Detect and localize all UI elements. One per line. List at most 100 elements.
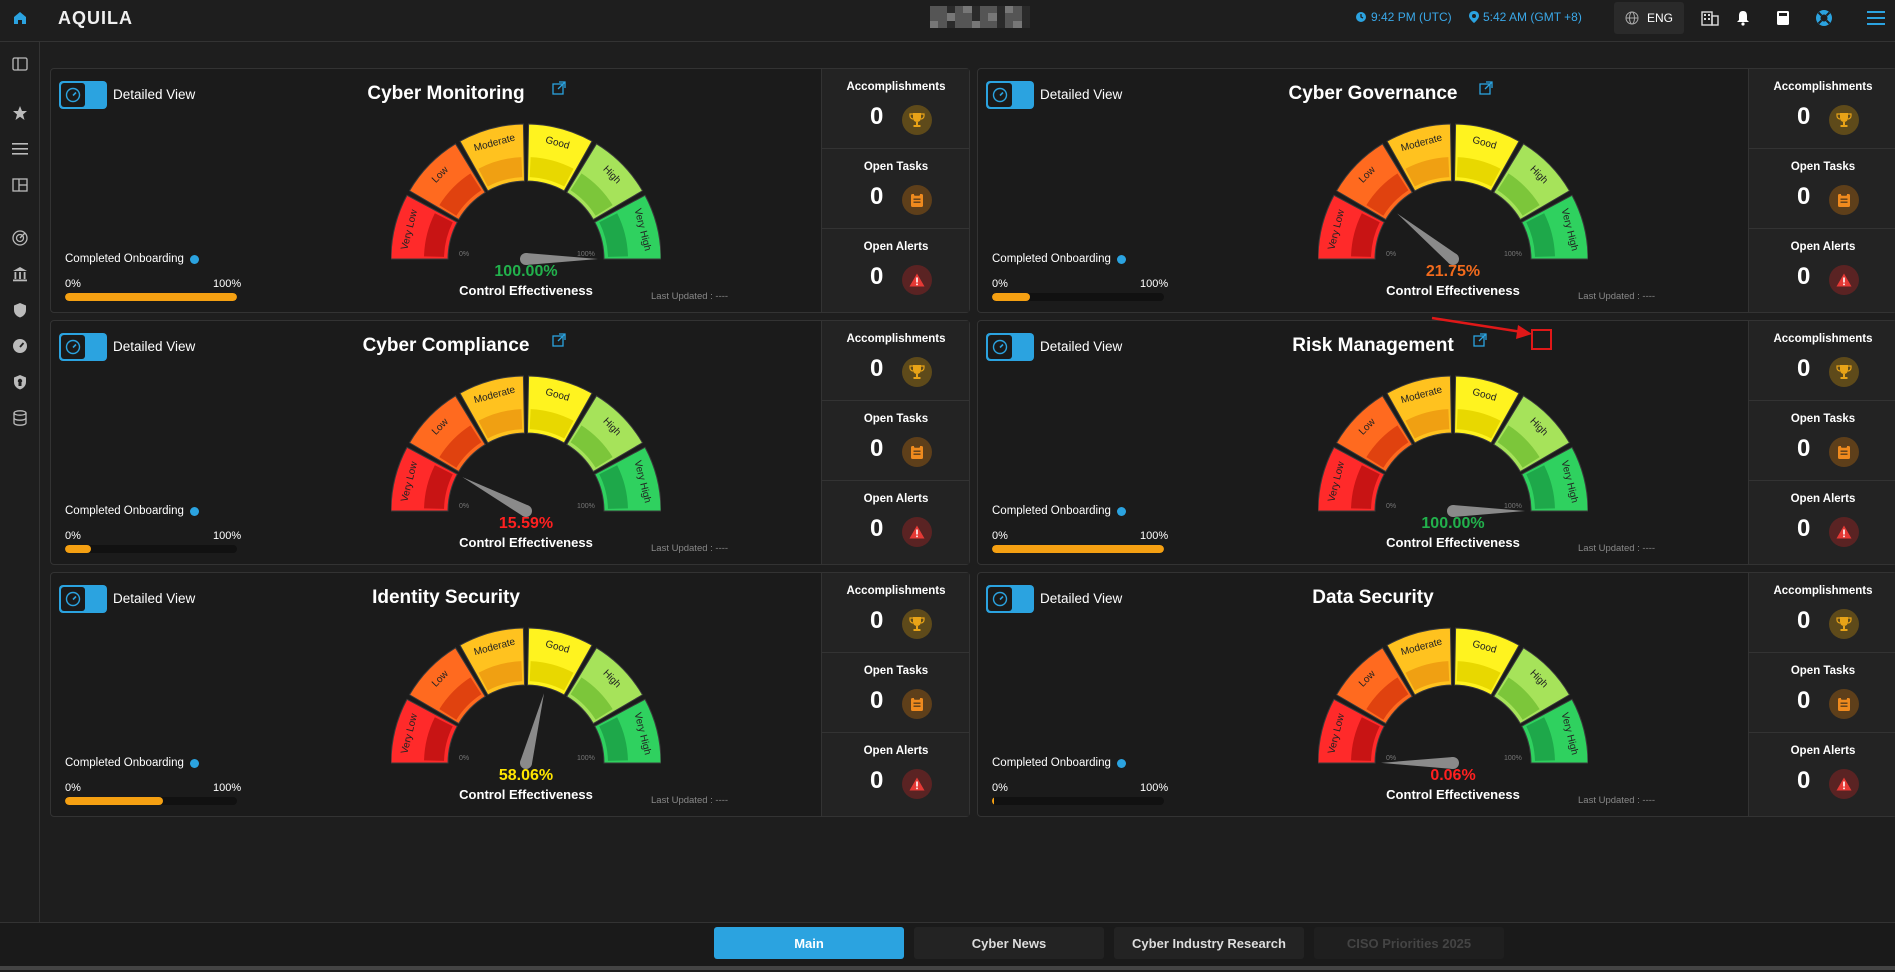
info-icon[interactable]: [189, 506, 199, 516]
detailed-view-toggle[interactable]: [59, 585, 107, 613]
onboarding-max: 100%: [1140, 782, 1169, 794]
gauge-segment-band: [570, 425, 613, 468]
onboarding-max: 100%: [213, 782, 242, 794]
accomplishments-count: 0: [870, 607, 884, 634]
accomplishments-stat[interactable]: Accomplishments 0: [822, 69, 970, 149]
tab-main[interactable]: Main: [714, 927, 904, 959]
tab-cyber-news[interactable]: Cyber News: [914, 927, 1104, 959]
last-updated: Last Updated : ----: [1578, 795, 1656, 806]
open-tasks-count: 0: [1797, 687, 1811, 714]
open-alerts-stat[interactable]: Open Alerts 0: [822, 229, 970, 309]
onboarding-label-text: Completed Onboarding: [992, 505, 1111, 517]
speedometer-icon: [988, 335, 1012, 359]
docs-button[interactable]: [1773, 8, 1793, 28]
external-link-icon[interactable]: [1473, 333, 1487, 347]
accomplishments-stat[interactable]: Accomplishments 0: [822, 321, 970, 401]
onboarding-label: Completed Onboarding: [992, 757, 1126, 769]
open-alerts-label: Open Alerts: [863, 745, 929, 757]
help-button[interactable]: [1814, 8, 1834, 28]
open-tasks-label: Open Tasks: [1790, 665, 1856, 677]
app-logo[interactable]: AQUILA: [58, 8, 133, 28]
building-icon: [1701, 11, 1719, 26]
open-tasks-count: 0: [1797, 183, 1811, 210]
gauge-segment-band: [478, 157, 523, 187]
info-icon[interactable]: [1116, 758, 1126, 768]
accomplishments-stat[interactable]: Accomplishments 0: [1749, 573, 1895, 653]
badge-shield-icon[interactable]: [8, 370, 32, 394]
last-updated: Last Updated : ----: [651, 543, 729, 554]
open-tasks-stat[interactable]: Open Tasks 0: [1749, 653, 1895, 733]
open-alerts-stat[interactable]: Open Alerts 0: [1749, 733, 1895, 813]
open-alerts-count: 0: [870, 515, 884, 542]
gauge-segment-band: [599, 717, 628, 761]
detailed-view-toggle[interactable]: [986, 81, 1034, 109]
gauge-segment-band: [1526, 465, 1555, 509]
detailed-view-toggle[interactable]: [986, 585, 1034, 613]
horizontal-scrollbar[interactable]: [0, 966, 1895, 970]
onboarding-max: 100%: [213, 278, 242, 290]
menu-icon[interactable]: [8, 137, 32, 161]
gauge-segment-band: [1456, 661, 1501, 691]
open-tasks-count: 0: [870, 687, 884, 714]
onboarding-max: 100%: [1140, 278, 1169, 290]
trophy-icon: [902, 609, 932, 639]
accomplishments-stat[interactable]: Accomplishments 0: [1749, 321, 1895, 401]
open-tasks-stat[interactable]: Open Tasks 0: [822, 653, 970, 733]
language-selector[interactable]: ENG: [1614, 2, 1684, 34]
info-icon[interactable]: [1116, 506, 1126, 516]
detailed-view-label: Detailed View: [1040, 339, 1123, 354]
gauge-min-label: 0%: [459, 503, 469, 510]
open-tasks-label: Open Tasks: [863, 413, 929, 425]
utc-time-text: 9:42 PM (UTC): [1371, 10, 1452, 24]
onboarding-min: 0%: [65, 278, 81, 290]
gauge-segment-band: [1497, 173, 1540, 216]
tab-cyber-industry-research[interactable]: Cyber Industry Research: [1114, 927, 1304, 959]
external-link-icon[interactable]: [551, 81, 566, 95]
open-tasks-stat[interactable]: Open Tasks 0: [1749, 401, 1895, 481]
accomplishments-stat[interactable]: Accomplishments 0: [1749, 69, 1895, 149]
accomplishments-label: Accomplishments: [846, 81, 946, 93]
bank-icon[interactable]: [8, 262, 32, 286]
detailed-view-toggle[interactable]: [986, 333, 1034, 361]
clock-icon: [1356, 12, 1366, 22]
layout-icon[interactable]: [8, 173, 32, 197]
external-link-icon[interactable]: [551, 333, 566, 347]
accomplishments-stat[interactable]: Accomplishments 0: [822, 573, 970, 653]
open-alerts-stat[interactable]: Open Alerts 0: [1749, 229, 1895, 309]
info-icon[interactable]: [189, 758, 199, 768]
gauge-needle-hub: [520, 757, 532, 769]
detailed-view-toggle[interactable]: [59, 333, 107, 361]
external-link-icon[interactable]: [1478, 81, 1493, 95]
gauge-segment-band: [1366, 677, 1409, 720]
clipboard-icon: [1829, 437, 1859, 467]
home-button[interactable]: [0, 0, 40, 36]
info-icon[interactable]: [1116, 254, 1126, 264]
open-tasks-label: Open Tasks: [1790, 161, 1856, 173]
open-alerts-stat[interactable]: Open Alerts 0: [1749, 481, 1895, 561]
notifications-button[interactable]: [1733, 8, 1753, 28]
open-tasks-stat[interactable]: Open Tasks 0: [822, 401, 970, 481]
sidebar-toggle-icon[interactable]: [8, 52, 32, 76]
shield-icon[interactable]: [8, 298, 32, 322]
effectiveness-percent: 0.06%: [1430, 767, 1476, 784]
database-icon[interactable]: [8, 406, 32, 430]
open-alerts-stat[interactable]: Open Alerts 0: [822, 481, 970, 561]
info-icon[interactable]: [189, 254, 199, 264]
onboarding-max: 100%: [1140, 530, 1169, 542]
main-menu-button[interactable]: [1866, 8, 1886, 28]
gauge-icon[interactable]: [8, 334, 32, 358]
detailed-view-toggle[interactable]: [59, 81, 107, 109]
clipboard-icon: [902, 185, 932, 215]
open-tasks-stat[interactable]: Open Tasks 0: [1749, 149, 1895, 229]
tab-ciso-priorities[interactable]: CISO Priorities 2025: [1314, 927, 1504, 959]
open-alerts-stat[interactable]: Open Alerts 0: [822, 733, 970, 813]
gauge-min-label: 0%: [459, 251, 469, 258]
star-icon[interactable]: [8, 101, 32, 125]
open-tasks-count: 0: [1797, 435, 1811, 462]
radar-icon[interactable]: [8, 226, 32, 250]
organization-button[interactable]: [1700, 8, 1720, 28]
open-tasks-label: Open Tasks: [863, 665, 929, 677]
onboarding-progress-fill: [65, 293, 237, 301]
onboarding-progress-bar: [992, 293, 1164, 301]
open-tasks-stat[interactable]: Open Tasks 0: [822, 149, 970, 229]
